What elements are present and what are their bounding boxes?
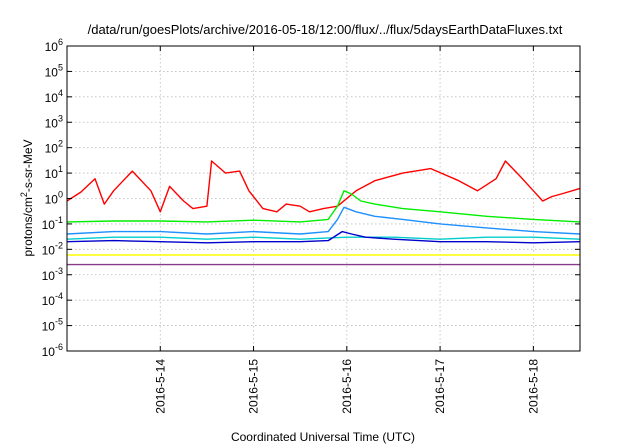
tick-layer [67,45,580,352]
y-tick-label-exp: 2 [58,139,63,149]
series-line-2 [66,206,581,235]
y-tick-label-base: 10 [42,320,56,334]
y-tick-label-base: 10 [45,116,59,130]
y-axis-label-rest: -s-sr-MeV [21,139,35,192]
series-line-3 [66,236,581,240]
x-tick-labels: 2016-5-14 2016-5-15 2016-5-16 2016-5-17 2016… [153,359,540,414]
y-tick-label-exp: 4 [58,88,63,98]
y-tick-label: 103 [45,113,63,130]
y-tick-label-base: 10 [42,345,56,359]
y-tick-label-exp: -4 [55,291,63,301]
y-tick-label: 105 [45,62,63,79]
y-tick-label: 10-1 [42,215,63,232]
y-tick-label-base: 10 [45,142,59,156]
y-tick-label: 101 [45,164,63,181]
y-tick-label: 104 [45,88,63,105]
y-tick-label: 106 [45,37,63,54]
y-tick-label-exp: 5 [58,62,63,72]
y-tick-label-exp: -2 [55,240,63,250]
y-tick-label-base: 10 [45,65,59,79]
y-tick-label: 10-3 [42,266,63,283]
y-tick-label-base: 10 [45,167,59,181]
x-tick-label: 2016-5-17 [433,359,447,414]
y-tick-label-exp: 0 [58,190,63,200]
y-axis-label-base: protons/cm [21,197,35,256]
series-line-1 [66,190,581,223]
x-tick-label: 2016-5-16 [340,359,354,414]
y-tick-label-exp: -6 [55,342,63,352]
x-tick-label: 2016-5-18 [526,359,540,414]
y-tick-label: 10-4 [42,291,63,308]
grid-layer [67,46,580,351]
y-tick-label: 100 [45,190,63,207]
series-layer [66,160,581,266]
y-tick-label-exp: 1 [58,164,63,174]
y-tick-label-exp: -5 [55,317,63,327]
series-line-0 [66,160,581,213]
y-tick-label: 10-5 [42,317,63,334]
y-tick-label-base: 10 [42,294,56,308]
y-tick-label-exp: 3 [58,113,63,123]
y-tick-labels: 10-610-510-410-310-210-11001011021031041… [42,37,63,359]
y-axis-label: protons/cm2-s-sr-MeV [19,139,35,256]
y-tick-label: 10-2 [42,240,63,257]
x-tick-label: 2016-5-15 [247,359,261,414]
y-tick-label-base: 10 [45,91,59,105]
y-tick-label: 102 [45,139,63,156]
y-tick-label-exp: -3 [55,266,63,276]
x-axis-label: Coordinated Universal Time (UTC) [231,430,415,444]
chart-title: /data/run/goesPlots/archive/2016-05-18/1… [88,22,563,37]
y-tick-label-exp: 6 [58,37,63,47]
y-tick-label-base: 10 [45,40,59,54]
y-tick-label-base: 10 [42,218,56,232]
y-tick-label: 10-6 [42,342,63,359]
series-line-4 [66,230,581,244]
y-axis-label-sup: 2 [19,192,29,197]
y-tick-label-base: 10 [42,269,56,283]
x-tick-label: 2016-5-14 [153,359,167,414]
y-tick-label-base: 10 [45,193,59,207]
y-tick-label-base: 10 [42,243,56,257]
y-tick-label-exp: -1 [55,215,63,225]
